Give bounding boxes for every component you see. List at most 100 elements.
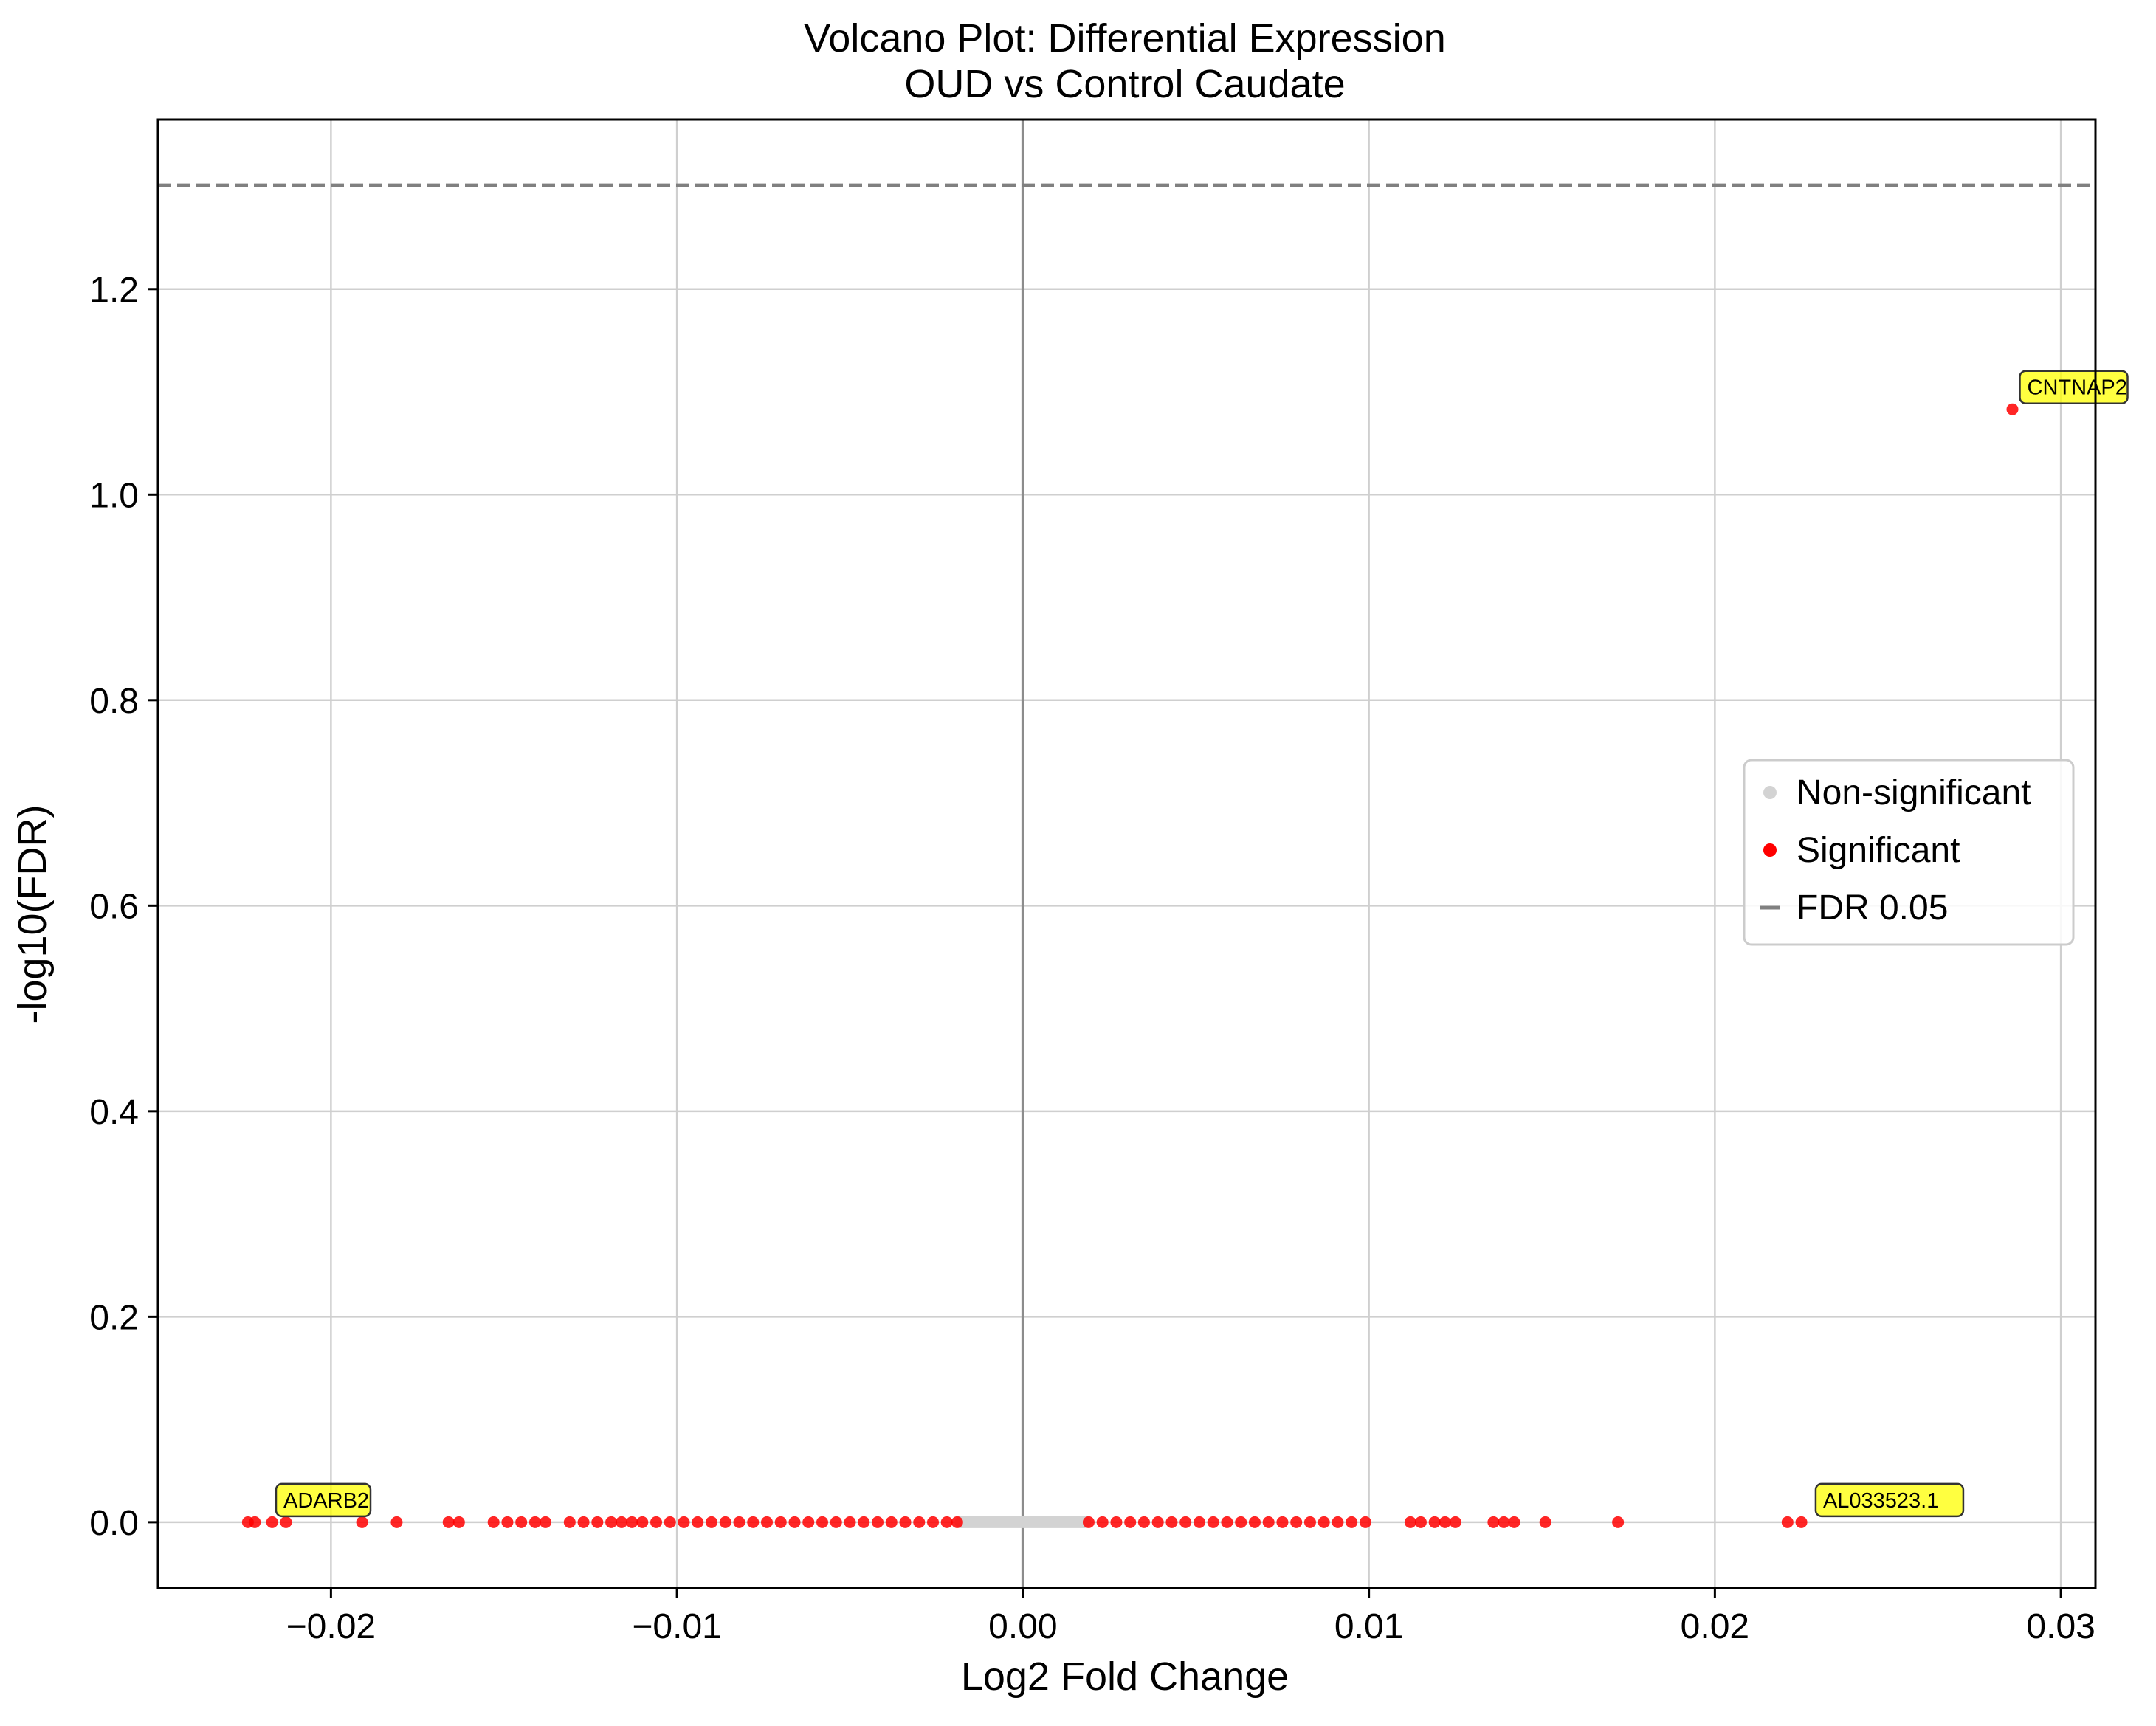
significant-point: [830, 1516, 842, 1528]
significant-point: [1151, 1516, 1164, 1528]
significant-point: [899, 1516, 912, 1528]
annotation-box: [275, 1482, 372, 1518]
significant-point: [927, 1516, 939, 1528]
legend-markers: [1760, 786, 1780, 910]
annotation-layer: ADARB2 AL033523.1 CNTNAP2: [275, 370, 2129, 1518]
significant-point: [356, 1516, 368, 1528]
annotation-box: [2019, 370, 2129, 404]
significant-point: [1124, 1516, 1137, 1528]
significant-point: [1539, 1516, 1551, 1528]
significant-point: [1290, 1516, 1303, 1528]
significant-point: [616, 1516, 628, 1528]
significant-point: [1303, 1516, 1316, 1528]
legend-frame: [1743, 759, 2075, 946]
significant-point: [1795, 1516, 1808, 1528]
legend-marker-point: [1763, 843, 1777, 857]
legend-label-fdr: FDR 0.05: [1797, 888, 1948, 928]
significant-point: [591, 1516, 604, 1528]
significant-point: [390, 1516, 403, 1528]
x-tick-label: 0.01: [1334, 1607, 1403, 1646]
significant-point: [747, 1516, 760, 1528]
significant-point: [706, 1516, 717, 1528]
significant-point: [266, 1516, 278, 1528]
plot-frame: [156, 118, 2097, 1589]
annotation-label: AL033523.1: [1823, 1489, 1938, 1513]
significant-point: [1439, 1516, 1451, 1528]
reference-lines: [158, 120, 2095, 1588]
significant-point: [1346, 1516, 1358, 1528]
significant-point: [515, 1516, 528, 1528]
significant-point: [452, 1516, 465, 1528]
significant-point: [528, 1516, 541, 1528]
x-tick-label: 0.00: [988, 1607, 1057, 1646]
annotation-label: ADARB2: [283, 1489, 369, 1513]
significant-point: [1612, 1516, 1625, 1528]
significant-point: [605, 1516, 618, 1528]
ticks-layer: −0.02 −0.01 0.00 0.01 0.02 0.03 0.0 0.2 0.4 0.6 0.…: [89, 271, 2095, 1646]
significant-point: [540, 1516, 551, 1528]
significant-point: [1165, 1516, 1178, 1528]
significant-point: [1276, 1516, 1289, 1528]
annotation-box: [1814, 1482, 1965, 1518]
significant-point: [501, 1516, 514, 1528]
x-tick-label: 0.02: [1681, 1607, 1749, 1646]
significant-point: [1781, 1516, 1794, 1528]
x-tick-label: −0.01: [632, 1607, 721, 1646]
x-axis-label: Log2 Fold Change: [961, 1654, 1289, 1699]
legend-label-significant: Significant: [1797, 831, 1960, 870]
significant-point: [1318, 1516, 1330, 1528]
significant-point: [1096, 1516, 1109, 1528]
significant-point: [664, 1516, 676, 1528]
significant-point: [1221, 1516, 1233, 1528]
significant-point: [1404, 1516, 1416, 1528]
significant-point: [1248, 1516, 1261, 1528]
significant-point: [626, 1516, 638, 1528]
significant-point: [1332, 1516, 1344, 1528]
x-tick-label: −0.02: [286, 1607, 376, 1646]
significant-point: [844, 1516, 856, 1528]
legend: Non-significant Significant FDR 0.05: [1743, 759, 2075, 946]
significant-point: [1137, 1516, 1150, 1528]
y-tick-label: 0.4: [89, 1093, 139, 1132]
significant-point: [692, 1516, 704, 1528]
significant-point: [719, 1516, 731, 1528]
significant-point: [1262, 1516, 1275, 1528]
significant-point: [650, 1516, 662, 1528]
significant-point: [858, 1516, 870, 1528]
significant-point: [2006, 403, 2019, 415]
significant-point: [872, 1516, 884, 1528]
y-tick-label: 0.2: [89, 1298, 139, 1337]
significant-point: [442, 1516, 455, 1528]
y-axis-label: -log10(FDR): [10, 804, 55, 1023]
significant-point: [577, 1516, 590, 1528]
significant-point: [913, 1516, 926, 1528]
chart-title: Volcano Plot: Differential Expression: [804, 16, 1445, 61]
significant-point: [1449, 1516, 1461, 1528]
significant-point: [1428, 1516, 1441, 1528]
significant-point: [788, 1516, 801, 1528]
significant-point: [816, 1516, 828, 1528]
y-tick-label: 0.0: [89, 1504, 139, 1543]
legend-marker-point: [1763, 786, 1777, 799]
significant-point: [280, 1516, 292, 1528]
significant-point: [678, 1516, 690, 1528]
significant-point: [940, 1516, 953, 1528]
significant-point: [636, 1516, 649, 1528]
legend-label-non-significant: Non-significant: [1797, 773, 2031, 812]
y-tick-label: 1.0: [89, 476, 139, 515]
chart-subtitle: OUD vs Control Caudate: [904, 62, 1345, 106]
significant-point: [1487, 1516, 1500, 1528]
significant-point: [1179, 1516, 1192, 1528]
y-tick-label: 0.8: [89, 682, 139, 721]
significant-point: [1193, 1516, 1205, 1528]
significant-point: [761, 1516, 773, 1528]
significant-point: [1359, 1516, 1371, 1528]
significant-point: [1508, 1516, 1520, 1528]
significant-point: [802, 1516, 815, 1528]
significant-point: [1235, 1516, 1247, 1528]
significant-point: [885, 1516, 898, 1528]
significant-point: [563, 1516, 576, 1528]
significant-point: [487, 1516, 500, 1528]
